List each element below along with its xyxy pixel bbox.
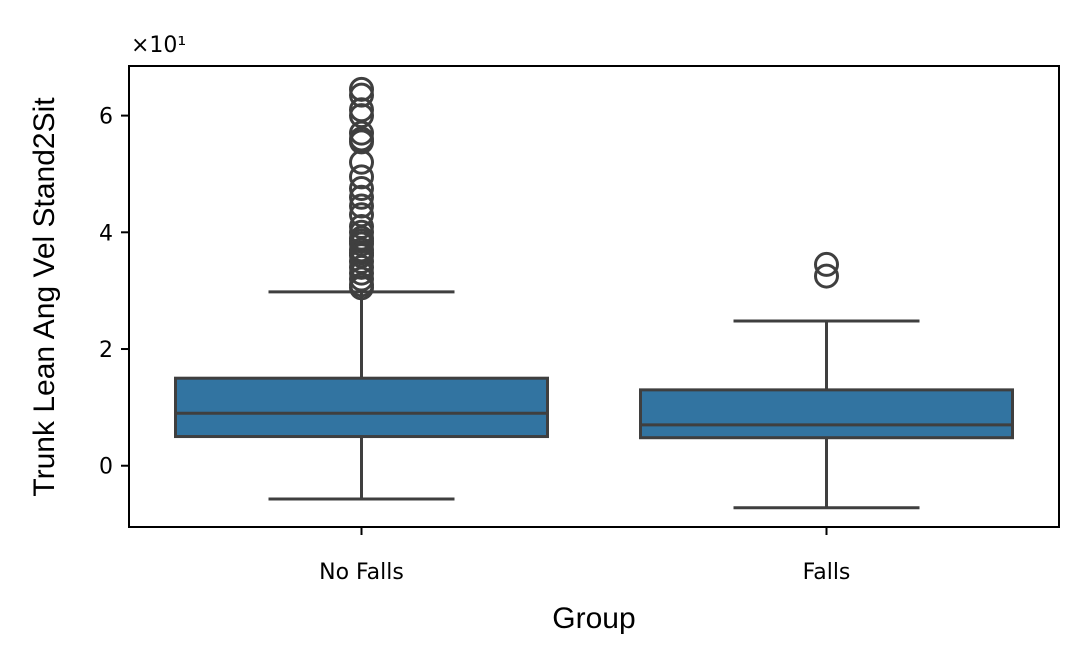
y-tick-label: 4 <box>99 221 113 246</box>
x-tick-label: Falls <box>803 560 851 585</box>
outlier-point <box>349 164 374 190</box>
box-group <box>174 76 549 501</box>
x-tick-label: No Falls <box>319 560 404 585</box>
plot-area <box>174 76 1014 510</box>
outlier-point <box>349 213 374 239</box>
outlier-point <box>349 184 374 210</box>
plot-frame <box>128 65 1060 528</box>
outlier-point <box>814 263 839 289</box>
x-axis: No Falls Falls <box>319 527 850 585</box>
outlier-point <box>814 251 839 277</box>
y-tick-label: 0 <box>99 455 113 480</box>
iqr-box <box>639 388 1014 440</box>
iqr-box <box>174 376 549 439</box>
y-tick-label: 2 <box>99 338 113 363</box>
y-axis-label: Trunk Lean Ang Vel Stand2Sit <box>28 97 61 497</box>
outlier-point <box>349 202 374 228</box>
outlier-point <box>349 176 374 202</box>
y-axis: 0 2 4 6 <box>99 105 129 480</box>
outlier-point <box>349 97 374 123</box>
y-tick-label: 6 <box>99 105 113 130</box>
x-axis-label: Group <box>552 602 635 635</box>
box-group <box>639 251 1014 510</box>
y-scale-offset-label: ×10¹ <box>131 33 186 58</box>
outlier-point <box>349 193 374 219</box>
outlier-point <box>349 76 374 102</box>
